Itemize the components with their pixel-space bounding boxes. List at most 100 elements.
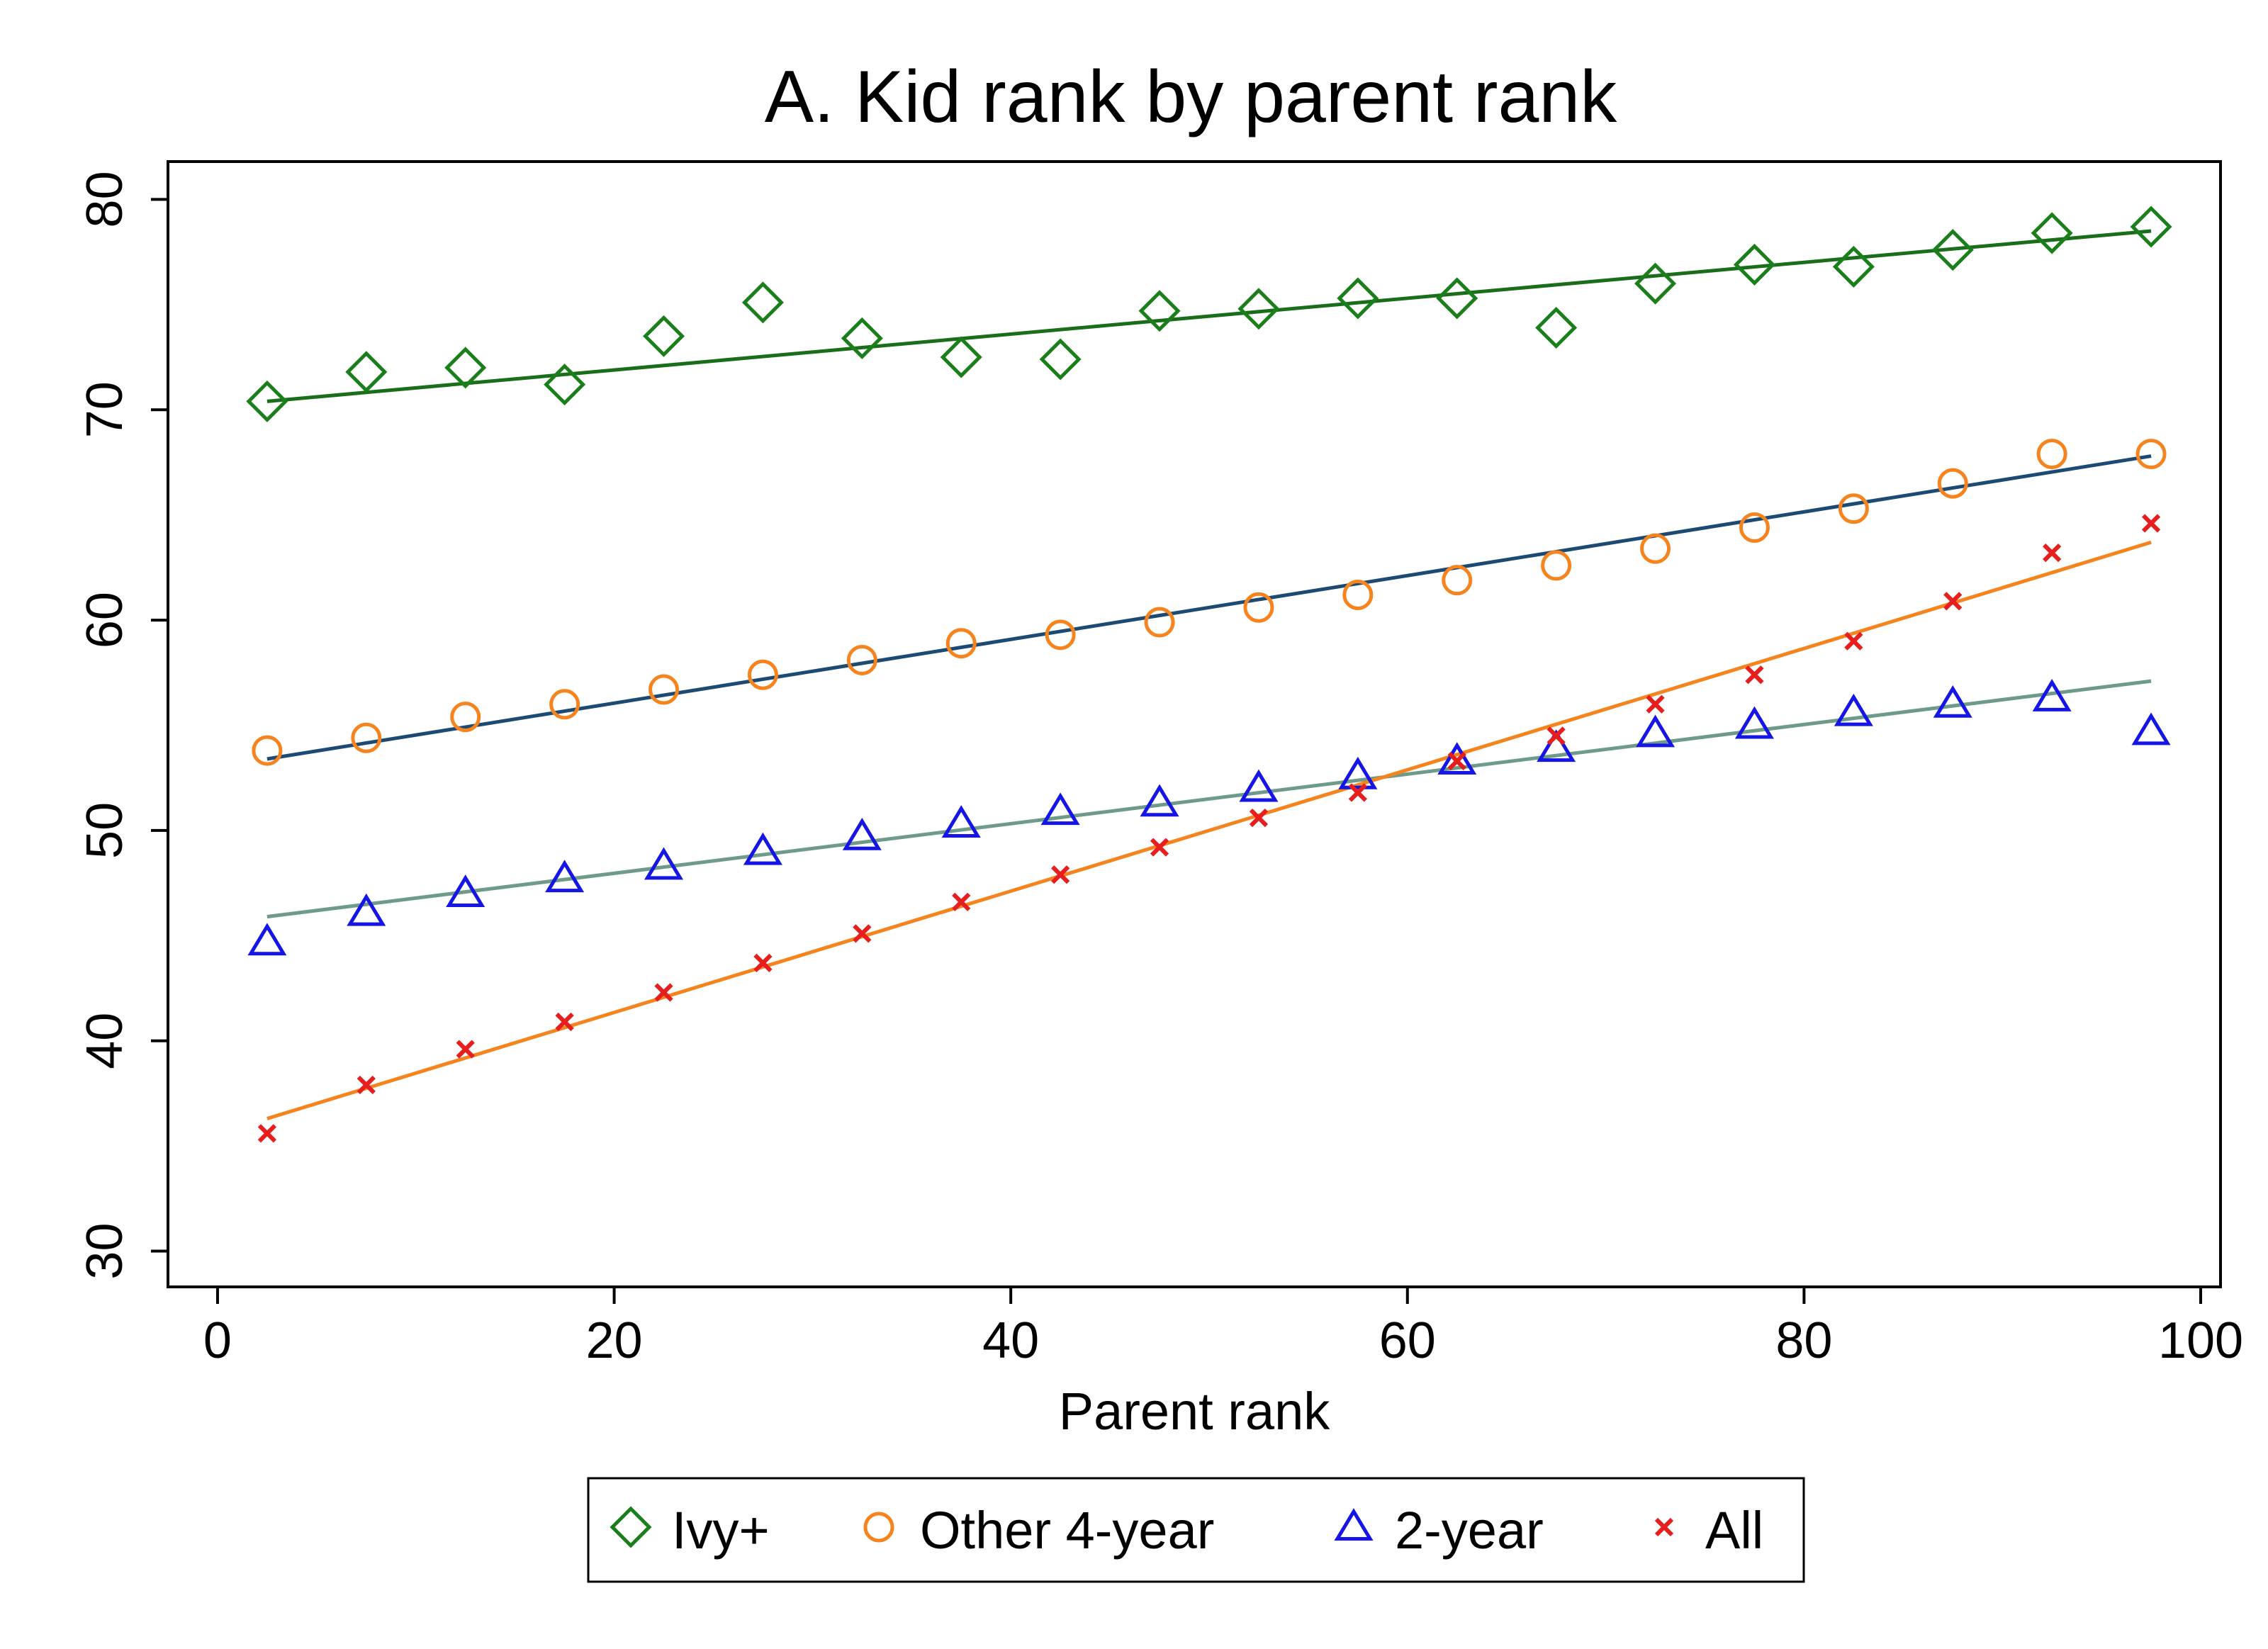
- y-tick-label: 40: [77, 1013, 133, 1069]
- data-point: [351, 722, 382, 753]
- data-point: [1442, 565, 1473, 596]
- legend-box: [587, 1477, 1805, 1583]
- data-point: [1733, 243, 1775, 286]
- data-point: [1844, 631, 1863, 651]
- x-axis: 0 20 40 60 80 100: [203, 1287, 2243, 1369]
- data-point: [1249, 808, 1269, 828]
- data-point: [545, 860, 585, 893]
- legend-items: Ivy+ Other 4-year 2-year All: [610, 1501, 1763, 1560]
- data-point: [1144, 607, 1175, 638]
- x-tick-label: 100: [2158, 1312, 2243, 1369]
- data-point: [1739, 512, 1770, 543]
- x-tick-label: 60: [1379, 1312, 1436, 1369]
- data-point: [1634, 262, 1677, 305]
- data-point: [1051, 865, 1070, 884]
- data-point: [1237, 288, 1280, 330]
- data-point: [1646, 694, 1665, 714]
- fit-line: [266, 229, 2152, 403]
- y-tick-label: 60: [77, 592, 133, 648]
- data-point: [544, 364, 586, 406]
- chart-title: A. Kid rank by parent rank: [765, 56, 1617, 138]
- data-point: [252, 735, 283, 766]
- data-point: [446, 874, 485, 907]
- data-point: [1150, 838, 1169, 857]
- x-tick-label: 20: [586, 1312, 643, 1369]
- data-point: [2141, 514, 2161, 533]
- data-point: [654, 983, 673, 1002]
- data-point: [940, 336, 982, 378]
- fit-line: [266, 679, 2152, 919]
- data-point: [1437, 742, 1477, 775]
- data-point: [1943, 592, 1963, 611]
- x-tick-label: 0: [203, 1312, 232, 1369]
- legend-marker: [610, 1506, 652, 1548]
- data-point: [347, 893, 386, 926]
- data-point: [743, 832, 782, 865]
- x-axis-label: Parent rank: [1059, 1382, 1331, 1441]
- data-point: [649, 674, 680, 705]
- y-tick-label: 70: [77, 381, 133, 438]
- data-point: [345, 351, 388, 393]
- data-point: [357, 1075, 376, 1095]
- data-point: [2130, 206, 2172, 248]
- legend-label: Other 4-year: [920, 1501, 1214, 1560]
- data-point: [753, 953, 773, 973]
- data-point: [1937, 468, 1968, 499]
- y-tick-label: 30: [77, 1222, 133, 1279]
- data-point: [1045, 619, 1076, 651]
- data-point: [246, 380, 288, 422]
- data-point: [2036, 439, 2067, 470]
- data-point: [1640, 533, 1671, 564]
- fit-line: [266, 454, 2152, 761]
- data-point: [853, 924, 872, 943]
- data-point: [945, 628, 977, 659]
- data-point: [1636, 714, 1675, 748]
- data-point: [1338, 756, 1378, 789]
- legend-label: All: [1705, 1501, 1763, 1560]
- data-point: [1537, 729, 1576, 762]
- data-point: [247, 923, 287, 956]
- data-point: [2131, 712, 2171, 745]
- data-point: [1546, 726, 1566, 745]
- data-point: [555, 1012, 574, 1032]
- data-point: [1436, 277, 1478, 320]
- data-point: [450, 702, 481, 733]
- data-point: [1832, 245, 1875, 288]
- data-point: [1040, 792, 1080, 826]
- data-point: [549, 689, 580, 720]
- legend: Ivy+ Other 4-year 2-year All: [587, 1477, 1805, 1583]
- data-point: [1838, 493, 1869, 524]
- fit-lines: [266, 229, 2152, 1120]
- data-point: [642, 315, 685, 357]
- data-point: [1834, 693, 1873, 726]
- legend-marker: [1334, 1508, 1374, 1541]
- x-tick-label: 80: [1775, 1312, 1832, 1369]
- data-point: [846, 644, 877, 675]
- plot-frame: [167, 160, 2222, 1288]
- data-point: [747, 659, 778, 690]
- data-point: [1745, 665, 1764, 685]
- data-point: [1734, 706, 1774, 739]
- data-point: [1933, 685, 1972, 718]
- data-point: [2043, 543, 2062, 563]
- data-point: [1342, 579, 1374, 610]
- data-point: [1535, 306, 1578, 349]
- data-point: [444, 347, 487, 389]
- data-markers: [246, 206, 2172, 1143]
- data-point: [952, 892, 971, 911]
- data-point: [1931, 229, 1974, 271]
- legend-label: 2-year: [1395, 1501, 1544, 1560]
- data-point: [1140, 784, 1179, 817]
- y-tick-label: 80: [77, 171, 133, 227]
- legend-marker: [863, 1512, 894, 1543]
- data-point: [456, 1040, 475, 1059]
- legend-label: Ivy+: [672, 1501, 770, 1560]
- data-point: [941, 805, 981, 838]
- y-tick-label: 50: [77, 802, 133, 859]
- data-point: [1039, 338, 1082, 381]
- data-point: [1541, 550, 1572, 581]
- fit-line: [266, 540, 2152, 1120]
- data-point: [2135, 439, 2167, 470]
